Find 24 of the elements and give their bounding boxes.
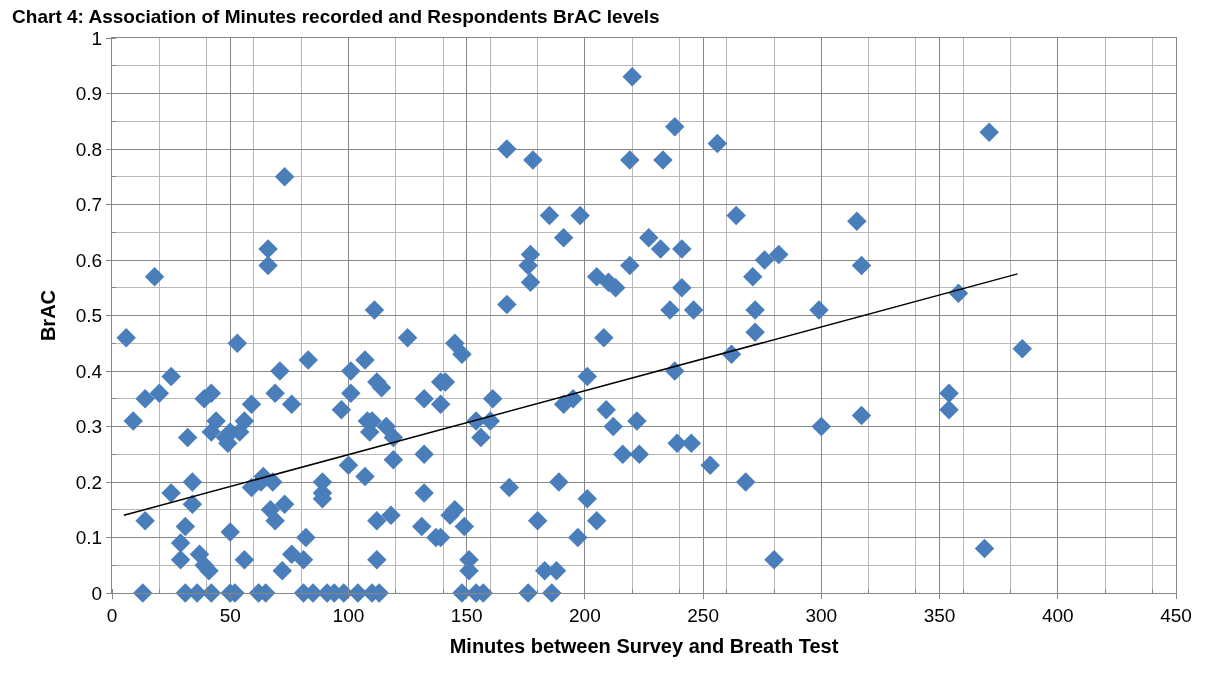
y-tick-label: 0.3	[75, 416, 103, 438]
x-tick-label: 300	[805, 604, 838, 626]
y-tick-label: 0.4	[75, 360, 103, 382]
y-tick-label: 0.5	[75, 305, 103, 327]
y-tick-label: 0.8	[75, 138, 103, 160]
x-tick-label: 400	[1041, 604, 1074, 626]
x-tick-label: 100	[332, 604, 365, 626]
y-tick-label: 0	[91, 582, 103, 604]
chart-title: Chart 4: Association of Minutes recorded and Respondents BrAC levels	[12, 6, 660, 28]
x-tick-label: 50	[219, 604, 241, 626]
y-tick-label: 0.7	[75, 194, 103, 216]
y-axis-title: BrAC	[37, 289, 60, 342]
x-tick-label: 0	[106, 604, 118, 626]
y-tick-label: 0.6	[75, 249, 103, 271]
x-tick-label: 200	[569, 604, 601, 626]
y-tick-label: 0.1	[75, 527, 103, 549]
x-tick-label: 250	[687, 604, 719, 626]
x-axis-title: Minutes between Survey and Breath Test	[449, 635, 839, 658]
y-tick-label: 1	[91, 27, 103, 49]
x-tick-label: 450	[1160, 604, 1192, 626]
y-tick-label: 0.9	[75, 83, 103, 105]
y-tick-label: 0.2	[75, 471, 103, 493]
x-tick-label: 350	[923, 604, 956, 626]
x-tick-label: 150	[450, 604, 483, 626]
